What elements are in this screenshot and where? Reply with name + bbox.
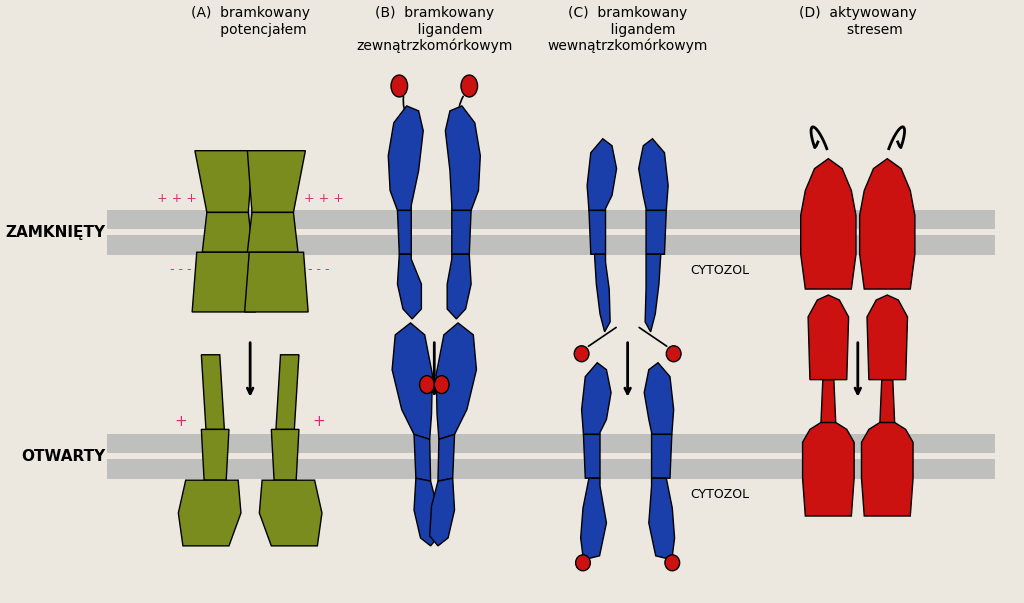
Polygon shape: [582, 363, 611, 434]
Polygon shape: [645, 254, 660, 332]
Ellipse shape: [391, 75, 408, 97]
Text: (D)  aktywowany
        stresem: (D) aktywowany stresem: [799, 7, 916, 37]
Polygon shape: [202, 355, 224, 429]
Polygon shape: [646, 210, 667, 254]
Polygon shape: [436, 323, 476, 440]
Polygon shape: [584, 434, 600, 478]
Polygon shape: [821, 380, 836, 423]
Bar: [108, 434, 995, 453]
Polygon shape: [271, 429, 299, 480]
Polygon shape: [649, 478, 675, 560]
Polygon shape: [445, 106, 480, 210]
Ellipse shape: [665, 555, 680, 571]
Polygon shape: [203, 212, 253, 252]
Polygon shape: [202, 429, 229, 480]
Text: +: +: [312, 414, 326, 429]
Bar: [108, 459, 995, 479]
Polygon shape: [861, 423, 913, 516]
Polygon shape: [595, 254, 610, 332]
Text: CYTOZOL: CYTOZOL: [690, 488, 750, 501]
Text: - - -: - - -: [170, 263, 191, 276]
Polygon shape: [178, 480, 241, 546]
Polygon shape: [880, 380, 895, 423]
Polygon shape: [388, 106, 423, 210]
Polygon shape: [438, 434, 455, 481]
Bar: [108, 235, 995, 255]
Polygon shape: [801, 159, 856, 289]
Text: -: -: [187, 487, 194, 502]
Polygon shape: [430, 478, 455, 546]
Polygon shape: [651, 434, 672, 478]
Ellipse shape: [574, 346, 589, 362]
Polygon shape: [452, 210, 471, 254]
Polygon shape: [859, 159, 914, 289]
Ellipse shape: [434, 376, 449, 394]
Polygon shape: [414, 478, 439, 546]
Text: (A)  bramkowany
      potencjałem: (A) bramkowany potencjałem: [190, 7, 309, 37]
Ellipse shape: [420, 376, 434, 394]
Polygon shape: [193, 252, 256, 312]
Ellipse shape: [575, 555, 591, 571]
Polygon shape: [447, 254, 471, 319]
Polygon shape: [275, 355, 299, 429]
Polygon shape: [259, 480, 322, 546]
Polygon shape: [808, 295, 849, 380]
Text: (C)  bramkowany
       ligandem
wewnątrzkomórkowym: (C) bramkowany ligandem wewnątrzkomórkow…: [548, 7, 708, 54]
Polygon shape: [392, 323, 432, 440]
Polygon shape: [587, 139, 616, 210]
Ellipse shape: [461, 75, 477, 97]
Ellipse shape: [667, 346, 681, 362]
Text: +: +: [175, 414, 187, 429]
Polygon shape: [589, 210, 605, 254]
Text: OTWARTY: OTWARTY: [22, 449, 105, 464]
Bar: [108, 210, 995, 229]
Text: ZAMKNIĘTY: ZAMKNIĘTY: [5, 225, 105, 240]
Text: - - -: - - -: [308, 263, 330, 276]
Polygon shape: [245, 252, 308, 312]
Polygon shape: [248, 212, 298, 252]
Polygon shape: [397, 210, 412, 254]
Text: + + +: + + +: [157, 192, 197, 206]
Polygon shape: [644, 363, 674, 434]
Polygon shape: [581, 478, 606, 560]
Text: CYTOZOL: CYTOZOL: [690, 264, 750, 277]
Polygon shape: [803, 423, 854, 516]
Polygon shape: [195, 151, 253, 212]
Text: -: -: [307, 487, 312, 502]
Polygon shape: [414, 434, 431, 481]
Polygon shape: [639, 139, 668, 210]
Text: (B)  bramkowany
       ligandem
zewnątrzkomórkowym: (B) bramkowany ligandem zewnątrzkomórkow…: [356, 7, 512, 54]
Polygon shape: [867, 295, 907, 380]
Polygon shape: [397, 254, 422, 319]
Polygon shape: [248, 151, 305, 212]
Text: + + +: + + +: [304, 192, 344, 206]
